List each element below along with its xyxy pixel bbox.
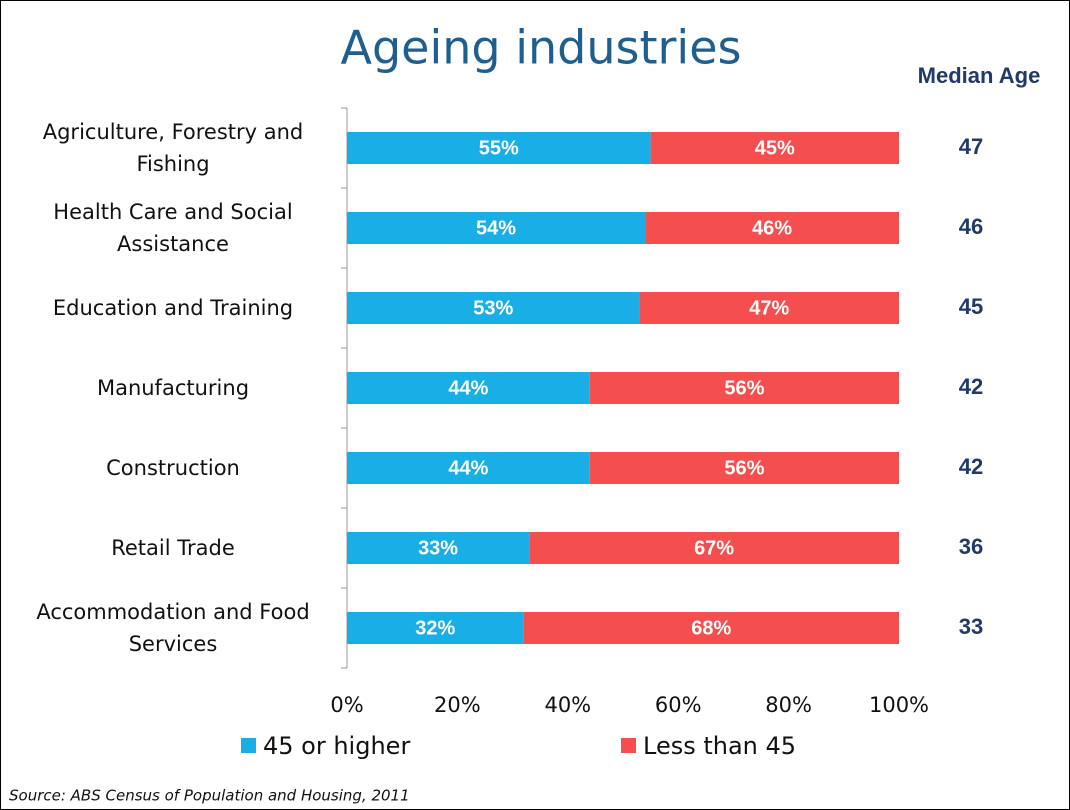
source: Source: ABS Census of Population and Hou…	[9, 787, 410, 805]
bar-segment	[347, 532, 530, 564]
category-label: Retail Trade	[111, 536, 235, 560]
bar-segment	[347, 292, 640, 324]
data-label: 56%	[724, 457, 764, 479]
median-age-value: 45	[959, 294, 983, 319]
x-tick-label: 100%	[869, 693, 929, 717]
category-label: Accommodation and Food Services	[36, 600, 310, 656]
median-age-header: Median Age	[918, 63, 1041, 88]
bar-segment	[529, 532, 899, 564]
bar-segment	[645, 212, 899, 244]
data-label: 33%	[418, 537, 458, 559]
bar-segment	[347, 612, 524, 644]
median-age-value: 42	[959, 454, 983, 479]
bar-segment	[347, 132, 651, 164]
data-label: 67%	[694, 537, 734, 559]
legend-label: Less than 45	[643, 732, 796, 760]
legend-swatch	[241, 738, 256, 753]
category-label: Manufacturing	[96, 376, 250, 400]
data-label: 47%	[749, 297, 789, 319]
legend-swatch	[621, 738, 636, 753]
median-age-value: 33	[959, 614, 983, 639]
data-label: 53%	[473, 297, 513, 319]
category-label: Health Care and Social Assistance	[53, 200, 293, 256]
bar-segment	[347, 212, 646, 244]
data-label: 54%	[476, 217, 516, 239]
median-age-value: 42	[959, 374, 983, 399]
x-tick-label: 20%	[434, 693, 481, 717]
bar-segment	[347, 372, 590, 404]
bar-segment	[650, 132, 899, 164]
bar-segment	[523, 612, 899, 644]
bar-segment	[639, 292, 899, 324]
bar-segment	[347, 452, 590, 484]
x-tick-label: 0%	[330, 693, 363, 717]
data-label: 32%	[415, 617, 455, 639]
x-tick-label: 80%	[765, 693, 812, 717]
category-label: Agriculture, Forestry and Fishing	[42, 120, 304, 176]
median-age-value: 36	[959, 534, 983, 559]
data-label: 56%	[724, 377, 764, 399]
bar-segment	[589, 372, 899, 404]
category-label: Education and Training	[52, 296, 294, 320]
median-age-value: 47	[959, 134, 983, 159]
data-label: 55%	[479, 137, 519, 159]
bar-segment	[589, 452, 899, 484]
x-tick-label: 40%	[544, 693, 591, 717]
data-label: 45%	[755, 137, 795, 159]
category-label: Construction	[106, 456, 240, 480]
chart-title: Ageing industries	[341, 21, 742, 75]
x-tick-label: 60%	[655, 693, 702, 717]
data-label: 46%	[752, 217, 792, 239]
data-label: 68%	[691, 617, 731, 639]
median-age-value: 46	[959, 214, 983, 239]
data-label: 44%	[448, 457, 488, 479]
data-label: 44%	[448, 377, 488, 399]
legend-label: 45 or higher	[263, 732, 410, 760]
